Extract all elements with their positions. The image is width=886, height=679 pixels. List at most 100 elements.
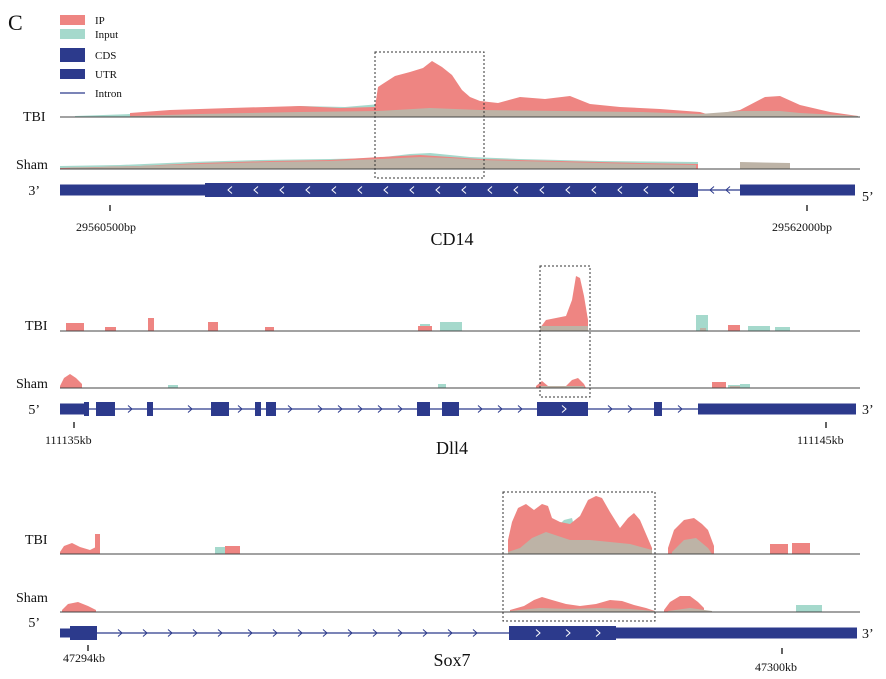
highlight-box xyxy=(502,491,656,622)
legend-label: Intron xyxy=(95,88,122,100)
strand-arrow xyxy=(591,186,597,194)
strand-arrow xyxy=(409,186,415,194)
strand-arrow xyxy=(447,629,453,637)
overlap-signal xyxy=(508,532,652,554)
cds-block xyxy=(70,626,97,640)
strand-arrow xyxy=(227,186,233,194)
overlap-signal xyxy=(668,608,712,612)
strand-arrow xyxy=(247,629,253,637)
strand-arrow xyxy=(565,629,571,637)
track-label-sham: Sham xyxy=(16,377,48,392)
ip-signal xyxy=(265,327,274,331)
cds-block xyxy=(96,402,115,416)
input-signal xyxy=(775,327,790,331)
cds-block xyxy=(654,402,662,416)
strand-arrow xyxy=(372,629,378,637)
strand-arrow xyxy=(272,629,278,637)
cds-block xyxy=(417,402,430,416)
ip-signal xyxy=(60,543,98,554)
coordinate-label: 29560500bp xyxy=(76,220,136,234)
utr-block xyxy=(740,184,855,196)
strand-arrow xyxy=(487,186,493,194)
strand-label-left: 5’ xyxy=(28,616,40,631)
ip-signal xyxy=(95,534,100,554)
overlap-signal xyxy=(130,108,858,117)
overlap-signal xyxy=(672,538,712,554)
strand-arrow xyxy=(317,405,323,413)
strand-label-left: 5’ xyxy=(28,403,40,418)
strand-arrow xyxy=(677,405,683,413)
strand-arrow xyxy=(117,629,123,637)
legend-swatch-cds xyxy=(60,48,85,62)
cds-block xyxy=(442,402,459,416)
coordinate-label: 47294kb xyxy=(63,651,105,665)
utr-block xyxy=(698,403,856,415)
strand-arrow xyxy=(472,629,478,637)
strand-arrow xyxy=(287,405,293,413)
utr-block xyxy=(60,184,205,196)
legend: IP Input CDS UTR Intron xyxy=(60,15,122,100)
strand-arrow xyxy=(535,629,541,637)
ip-signal xyxy=(712,382,726,388)
ip-signal xyxy=(728,325,740,331)
input-signal xyxy=(740,384,750,388)
input-signal xyxy=(696,315,708,331)
input-signal xyxy=(748,326,770,331)
strand-arrow xyxy=(477,405,483,413)
strand-label-right: 3’ xyxy=(862,403,874,418)
strand-arrow xyxy=(617,186,623,194)
cds-block xyxy=(537,402,588,416)
strand-arrow xyxy=(397,629,403,637)
strand-label-left: 3’ xyxy=(28,184,40,199)
ip-signal xyxy=(148,318,154,331)
strand-label-right: 5’ xyxy=(862,190,874,205)
strand-arrow xyxy=(595,629,601,637)
input-signal xyxy=(168,385,178,388)
strand-arrow xyxy=(127,405,133,413)
strand-arrow xyxy=(397,405,403,413)
coordinate-label: 47300kb xyxy=(755,660,797,674)
legend-label: Input xyxy=(95,29,118,41)
track-label-sham: Sham xyxy=(16,591,48,606)
strand-arrow xyxy=(253,186,259,194)
strand-arrow xyxy=(377,405,383,413)
strand-arrow xyxy=(217,629,223,637)
overlap-signal xyxy=(740,162,790,169)
strand-label-right: 3’ xyxy=(862,627,874,642)
panel-dll4: TBI Sham 5’ 3’ 111135kb 111145kb Dll4 xyxy=(16,265,874,458)
cds-block xyxy=(211,402,229,416)
strand-arrow xyxy=(187,405,193,413)
input-signal xyxy=(796,605,822,612)
panel-letter: C xyxy=(8,10,23,35)
strand-arrow xyxy=(142,629,148,637)
strand-arrow xyxy=(497,405,503,413)
overlap-signal xyxy=(730,386,740,388)
overlap-signal xyxy=(540,326,588,331)
ip-signal xyxy=(225,546,240,554)
gene-name: CD14 xyxy=(430,229,473,249)
strand-arrow xyxy=(607,405,613,413)
strand-arrow xyxy=(725,186,731,194)
legend-label: IP xyxy=(95,15,105,27)
strand-arrow xyxy=(347,629,353,637)
strand-arrow xyxy=(539,186,545,194)
cds-block xyxy=(509,626,616,640)
ip-signal xyxy=(105,327,116,331)
utr-block xyxy=(616,627,857,639)
strand-arrow xyxy=(422,629,428,637)
overlap-signal xyxy=(510,608,655,612)
strand-arrow xyxy=(237,405,243,413)
ip-signal xyxy=(208,322,218,331)
ip-signal xyxy=(62,602,96,612)
ip-signal xyxy=(540,276,588,331)
gene-name: Sox7 xyxy=(433,650,470,670)
strand-arrow xyxy=(561,405,567,413)
strand-arrow xyxy=(279,186,285,194)
ip-signal xyxy=(664,596,704,612)
cds-block xyxy=(84,402,89,416)
strand-arrow xyxy=(513,186,519,194)
strand-arrow xyxy=(192,629,198,637)
strand-arrow xyxy=(322,629,328,637)
utr-block xyxy=(60,403,84,415)
overlap-signal xyxy=(70,157,696,169)
